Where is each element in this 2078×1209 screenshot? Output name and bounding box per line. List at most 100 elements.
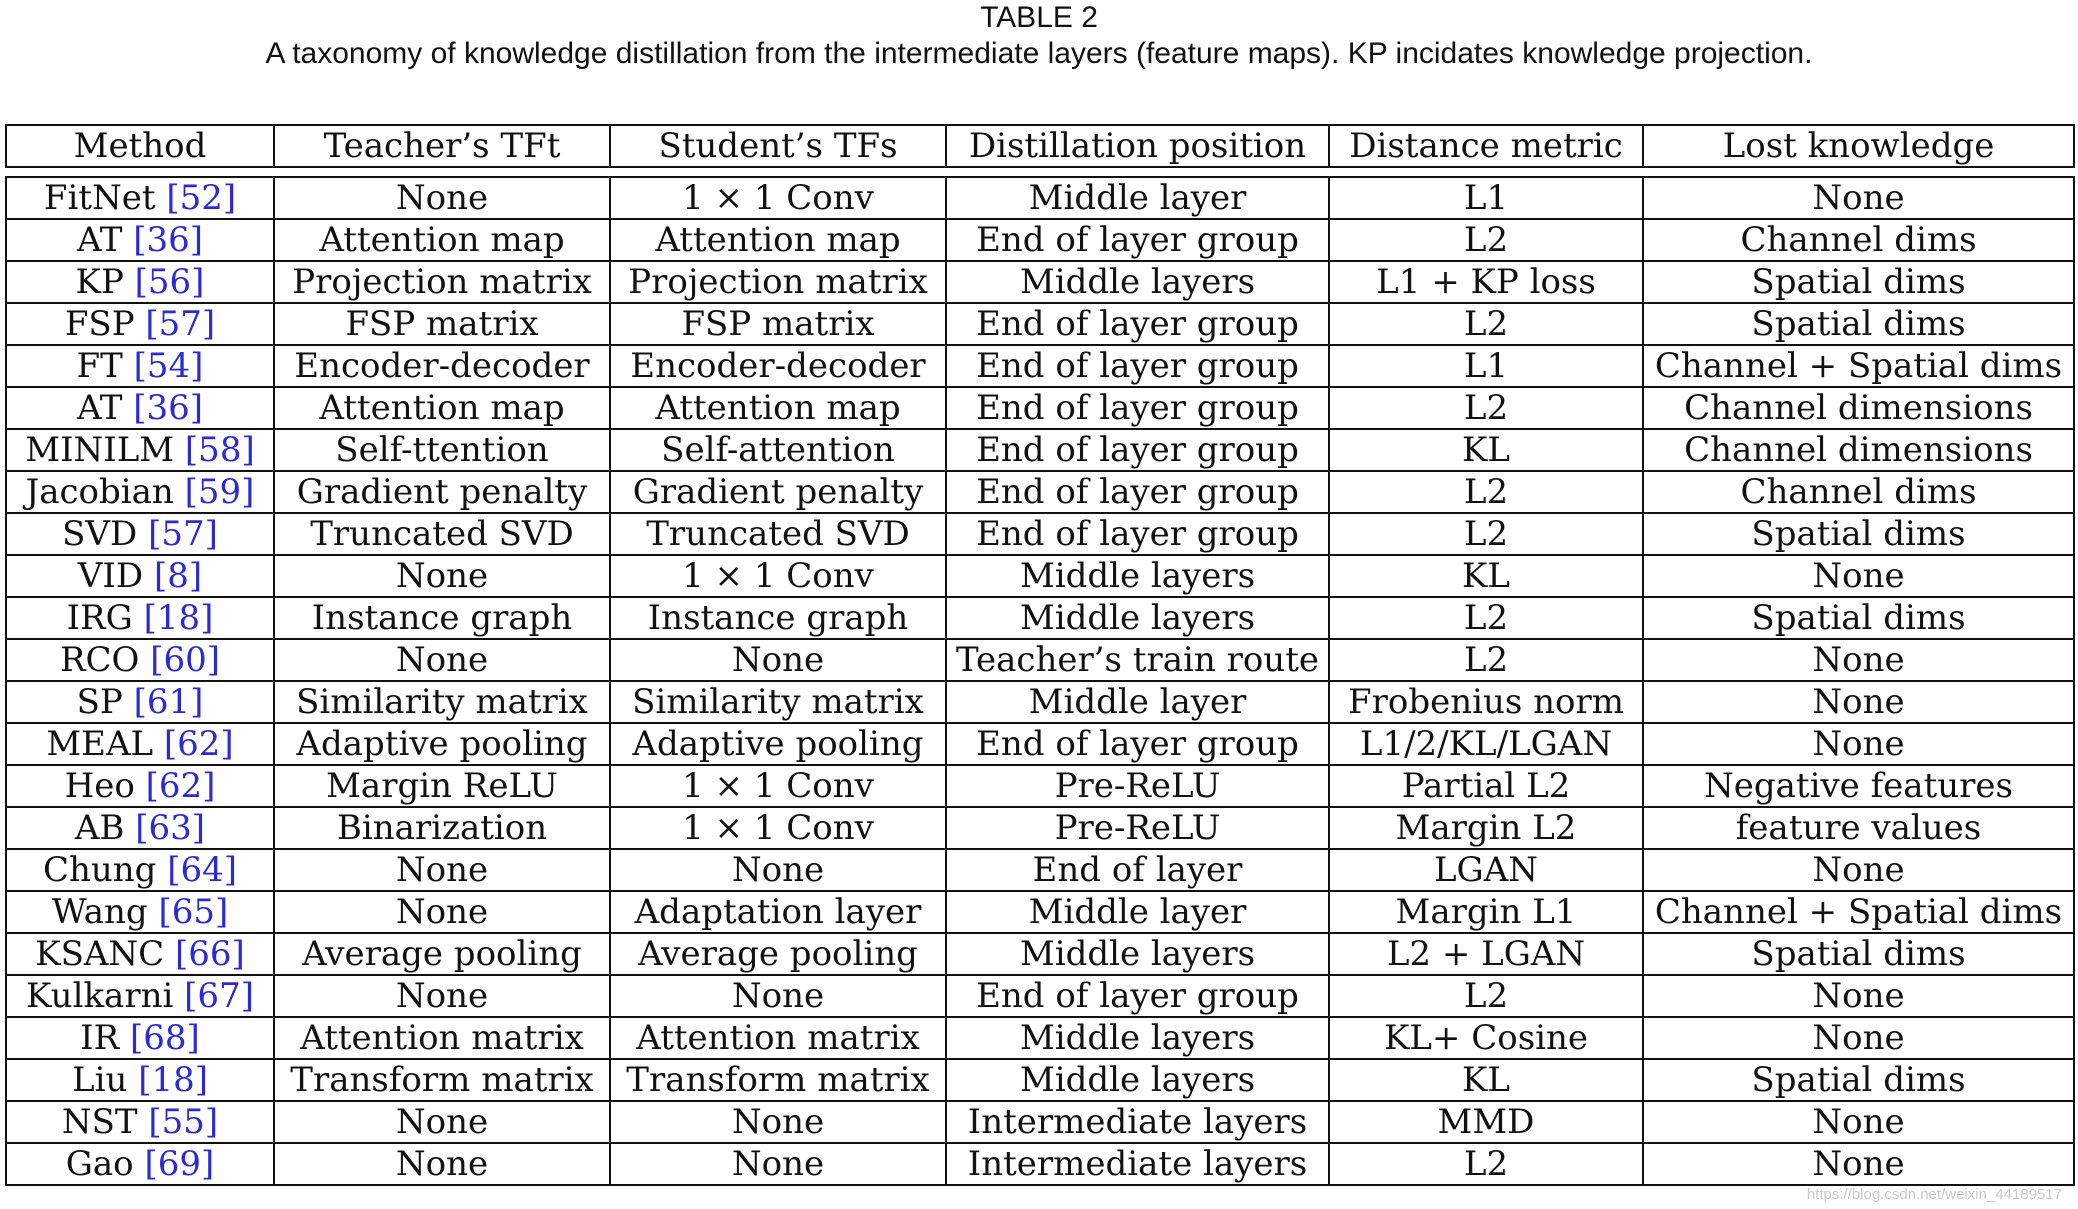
cell-method: Wang [65] xyxy=(5,891,275,934)
header-gap xyxy=(6,167,2074,177)
citation-link[interactable]: [55] xyxy=(148,1102,219,1142)
citation-link[interactable]: [8] xyxy=(153,556,203,596)
cell-method: Liu [18] xyxy=(5,1059,275,1102)
citation-link[interactable]: [62] xyxy=(163,724,234,764)
citation-link[interactable]: [63] xyxy=(135,808,206,848)
cell-lost: None xyxy=(1642,176,2075,220)
citation-link[interactable]: [57] xyxy=(145,304,216,344)
method-name: Kulkarni xyxy=(26,976,174,1016)
citation-link[interactable]: [67] xyxy=(184,976,254,1016)
cell-teacher: None xyxy=(273,639,611,682)
cell-metric: L2 xyxy=(1328,597,1644,640)
cell-position: End of layer group xyxy=(945,219,1330,262)
cell-metric: L2 xyxy=(1328,471,1644,514)
method-name: KP xyxy=(75,262,124,302)
cell-student: Adaptive pooling xyxy=(609,723,947,766)
cell-teacher: None xyxy=(273,849,611,892)
cell-lost: Channel dimensions xyxy=(1642,387,2075,430)
table-row: MEAL [62] Adaptive pooling Adaptive poolin… xyxy=(5,723,2075,766)
cell-teacher: Transform matrix xyxy=(273,1059,611,1102)
citation-link[interactable]: [18] xyxy=(138,1060,208,1100)
cell-lost: None xyxy=(1642,849,2075,892)
cell-teacher: Encoder-decoder xyxy=(273,345,611,388)
cell-metric: Frobenius norm xyxy=(1328,681,1644,724)
cell-teacher: Instance graph xyxy=(273,597,611,640)
citation-link[interactable]: [59] xyxy=(184,472,255,512)
citation-link[interactable]: [65] xyxy=(158,892,229,932)
cell-metric: L2 xyxy=(1328,387,1644,430)
cell-lost: None xyxy=(1642,555,2075,598)
method-name: Heo xyxy=(64,766,135,806)
cell-position: Intermediate layers xyxy=(945,1101,1330,1144)
cell-method: FSP [57] xyxy=(5,303,275,346)
table-row: AT [36] Attention map Attention map End of … xyxy=(5,219,2075,262)
cell-student: FSP matrix xyxy=(609,303,947,346)
cell-lost: None xyxy=(1642,1101,2075,1144)
cell-metric: L2 xyxy=(1328,303,1644,346)
cell-metric: Margin L1 xyxy=(1328,891,1644,934)
citation-link[interactable]: [69] xyxy=(144,1144,215,1184)
method-name: RCO xyxy=(59,640,140,680)
cell-student: Attention matrix xyxy=(609,1017,947,1060)
cell-position: Middle layers xyxy=(945,933,1330,976)
method-name: VID xyxy=(77,556,144,596)
table-row: MINILM [58] Self-ttention Self-attention En… xyxy=(5,429,2075,472)
cell-method: KP [56] xyxy=(5,261,275,304)
table-row: AB [63] Binarization 1 × 1 Conv Pre-ReLU Mar… xyxy=(5,807,2075,850)
cell-student: Self-attention xyxy=(609,429,947,472)
table-row: KSANC [66] Average pooling Average pooling… xyxy=(5,933,2075,976)
cell-metric: KL xyxy=(1328,555,1644,598)
citation-link[interactable]: [52] xyxy=(166,178,237,218)
cell-student: 1 × 1 Conv xyxy=(609,765,947,808)
citation-link[interactable]: [56] xyxy=(134,262,205,302)
cell-lost: Channel + Spatial dims xyxy=(1642,345,2075,388)
cell-position: Pre-ReLU xyxy=(945,765,1330,808)
cell-student: Gradient penalty xyxy=(609,471,947,514)
citation-link[interactable]: [66] xyxy=(175,934,245,974)
table-row: FitNet [52] None 1 × 1 Conv Middle layer L1 N… xyxy=(5,176,2075,220)
cell-lost: Spatial dims xyxy=(1642,261,2075,304)
cell-student: None xyxy=(609,1143,947,1186)
cell-metric: L2 xyxy=(1328,975,1644,1018)
cell-student: None xyxy=(609,849,947,892)
cell-teacher: Margin ReLU xyxy=(273,765,611,808)
cell-lost: Channel dimensions xyxy=(1642,429,2075,472)
cell-teacher: Attention map xyxy=(273,387,611,430)
taxonomy-table-container: Method Teacher’s TFt Student’s TFs Disti… xyxy=(5,124,2075,1186)
citation-link[interactable]: [60] xyxy=(150,640,221,680)
cell-metric: KL xyxy=(1328,429,1644,472)
cell-student: Average pooling xyxy=(609,933,947,976)
cell-lost: Spatial dims xyxy=(1642,933,2075,976)
table-row: IRG [18] Instance graph Instance graph Midd… xyxy=(5,597,2075,640)
citation-link[interactable]: [54] xyxy=(133,346,204,386)
method-name: Gao xyxy=(65,1144,134,1184)
cell-metric: L2 xyxy=(1328,639,1644,682)
citation-link[interactable]: [68] xyxy=(130,1018,200,1058)
method-name: Chung xyxy=(42,850,157,890)
citation-link[interactable]: [58] xyxy=(184,430,255,470)
method-name: Wang xyxy=(51,892,148,932)
cell-metric: L1 xyxy=(1328,345,1644,388)
cell-method: SVD [57] xyxy=(5,513,275,556)
citation-link[interactable]: [36] xyxy=(133,220,203,260)
cell-metric: MMD xyxy=(1328,1101,1644,1144)
citation-link[interactable]: [64] xyxy=(167,850,238,890)
cell-method: SP [61] xyxy=(5,681,275,724)
cell-position: End of layer group xyxy=(945,345,1330,388)
citation-link[interactable]: [61] xyxy=(133,682,204,722)
citation-link[interactable]: [62] xyxy=(145,766,216,806)
cell-method: AT [36] xyxy=(5,387,275,430)
cell-method: VID [8] xyxy=(5,555,275,598)
citation-link[interactable]: [57] xyxy=(148,514,218,554)
header-method: Method xyxy=(5,124,275,168)
cell-method: Chung [64] xyxy=(5,849,275,892)
citation-link[interactable]: [36] xyxy=(133,388,203,428)
cell-position: Intermediate layers xyxy=(945,1143,1330,1186)
cell-lost: Spatial dims xyxy=(1642,597,2075,640)
table-row: Wang [65] None Adaptation layer Middle laye… xyxy=(5,891,2075,934)
cell-lost: Negative features xyxy=(1642,765,2075,808)
cell-position: End of layer xyxy=(945,849,1330,892)
table-row: Liu [18] Transform matrix Transform matrix… xyxy=(5,1059,2075,1102)
citation-link[interactable]: [18] xyxy=(143,598,214,638)
cell-method: FT [54] xyxy=(5,345,275,388)
